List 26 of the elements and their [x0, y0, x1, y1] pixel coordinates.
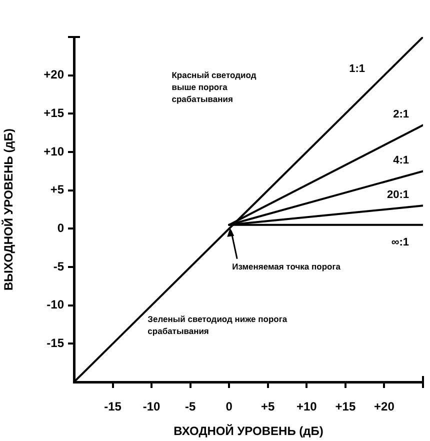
annotation: Зеленый светодиод ниже порога срабатывания [148, 314, 288, 336]
y-tick-label: -15 [46, 336, 64, 350]
y-tick-label: 0 [57, 220, 64, 235]
series-label: 4:1 [393, 154, 409, 167]
y-axis-title: ВЫХОДНОЙ УРОВЕНЬ (дБ) [2, 128, 16, 290]
annotation: Изменяемая точка порога [232, 261, 341, 272]
x-tick-label: -15 [104, 400, 122, 414]
y-tick-label: +20 [44, 68, 64, 82]
y-tick-label: +5 [50, 182, 64, 197]
series-label: 20:1 [386, 189, 409, 202]
x-tick-label: +15 [335, 400, 356, 414]
x-tick-label: +20 [374, 400, 395, 414]
series-label: 2:1 [393, 108, 409, 121]
y-tick-label: +15 [44, 106, 64, 120]
x-axis-title: ВХОДНОЙ УРОВЕНЬ (дБ) [174, 424, 324, 438]
y-tick-label: -5 [53, 259, 64, 274]
x-tick-label: +5 [261, 400, 276, 414]
annotation: Красный светодиод выше порога срабатывания [172, 70, 257, 104]
x-tick-label: -5 [184, 400, 196, 414]
y-tick-label: -10 [46, 298, 64, 312]
y-tick-label: +10 [44, 144, 64, 158]
series-label: ∞:1 [391, 236, 409, 248]
x-tick-label: +10 [296, 400, 318, 414]
x-tick-label: -10 [142, 400, 161, 414]
series-label: 1:1 [349, 63, 365, 76]
x-tick-label: 0 [226, 400, 233, 414]
